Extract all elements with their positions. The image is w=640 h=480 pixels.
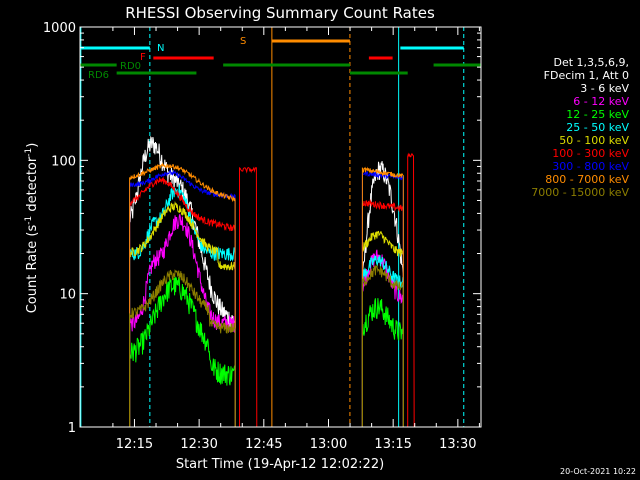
y-axis-label: Count Rate (s-1 detector-1)	[24, 143, 40, 314]
legend-entry: 7000 - 15000 keV	[531, 186, 629, 199]
series-line-6-12keV	[129, 214, 236, 428]
plot-frame	[79, 26, 482, 428]
legend-header: Det 1,3,5,6,9,	[553, 56, 629, 69]
axes: 1 10 100 1000 12:15 12:30 12:45 13:00 13:15 13:30	[43, 21, 482, 452]
series-lines	[129, 135, 415, 428]
flag-label-f: F	[140, 52, 146, 63]
chart-title: RHESSI Observing Summary Count Rates	[125, 4, 435, 22]
legend-entry: 25 - 50 keV	[566, 121, 629, 134]
legend-entry: 6 - 12 keV	[573, 95, 629, 108]
flag-label-s: S	[240, 36, 246, 47]
x-tick-label: 13:15	[374, 437, 411, 452]
x-tick-label: 12:30	[180, 437, 217, 452]
legend-entry: 12 - 25 keV	[566, 108, 629, 121]
legend-entry: 300 - 800 keV	[552, 160, 629, 173]
legend-header: FDecim 1, Att 0	[544, 69, 629, 82]
series-line-7000-15000keV	[361, 264, 404, 428]
legend-entry: 3 - 6 keV	[580, 82, 629, 95]
timestamp: 20-Oct-2021 10:22	[560, 467, 636, 476]
series-line-12-25keV	[361, 298, 404, 428]
series-line-800-7000keV	[361, 166, 404, 428]
legend-entry: 800 - 7000 keV	[545, 173, 629, 186]
x-tick-label: 13:30	[439, 437, 476, 452]
legend: Det 1,3,5,6,9,FDecim 1, Att 03 - 6 keV6 …	[531, 56, 629, 199]
flag-label-rd0: RD0	[120, 61, 141, 72]
y-tick-label: 100	[51, 154, 76, 169]
series-line-50-100keV	[361, 230, 404, 428]
y-tick-label: 10	[59, 288, 76, 303]
legend-entry: 100 - 300 keV	[552, 147, 629, 160]
y-tick-label: 1000	[43, 21, 76, 36]
legend-entry: 50 - 100 keV	[559, 134, 629, 147]
x-tick-label: 12:15	[116, 437, 153, 452]
series-line-800-7000keV	[129, 162, 236, 428]
flag-label-n: N	[157, 43, 164, 54]
series-line-25-50keV	[361, 255, 404, 428]
x-axis-label: Start Time (19-Apr-12 12:02:22)	[176, 457, 384, 472]
series-line-7000-15000keV	[129, 269, 236, 428]
flag-label-rd6: RD6	[88, 70, 109, 81]
series-line-50-100keV	[129, 200, 236, 428]
series-line-12-25keV	[129, 276, 236, 428]
y-tick-label: 1	[68, 421, 76, 436]
series-line-100-300keV	[361, 198, 404, 428]
series-line-100-300-extra	[407, 152, 415, 428]
x-tick-label: 12:45	[245, 437, 282, 452]
series-line-6-12keV	[361, 249, 404, 428]
x-tick-label: 13:00	[310, 437, 347, 452]
series-line-100-300-extra	[238, 166, 258, 428]
series-line-100-300keV	[129, 177, 236, 428]
series-line-3-6keV	[361, 161, 404, 428]
